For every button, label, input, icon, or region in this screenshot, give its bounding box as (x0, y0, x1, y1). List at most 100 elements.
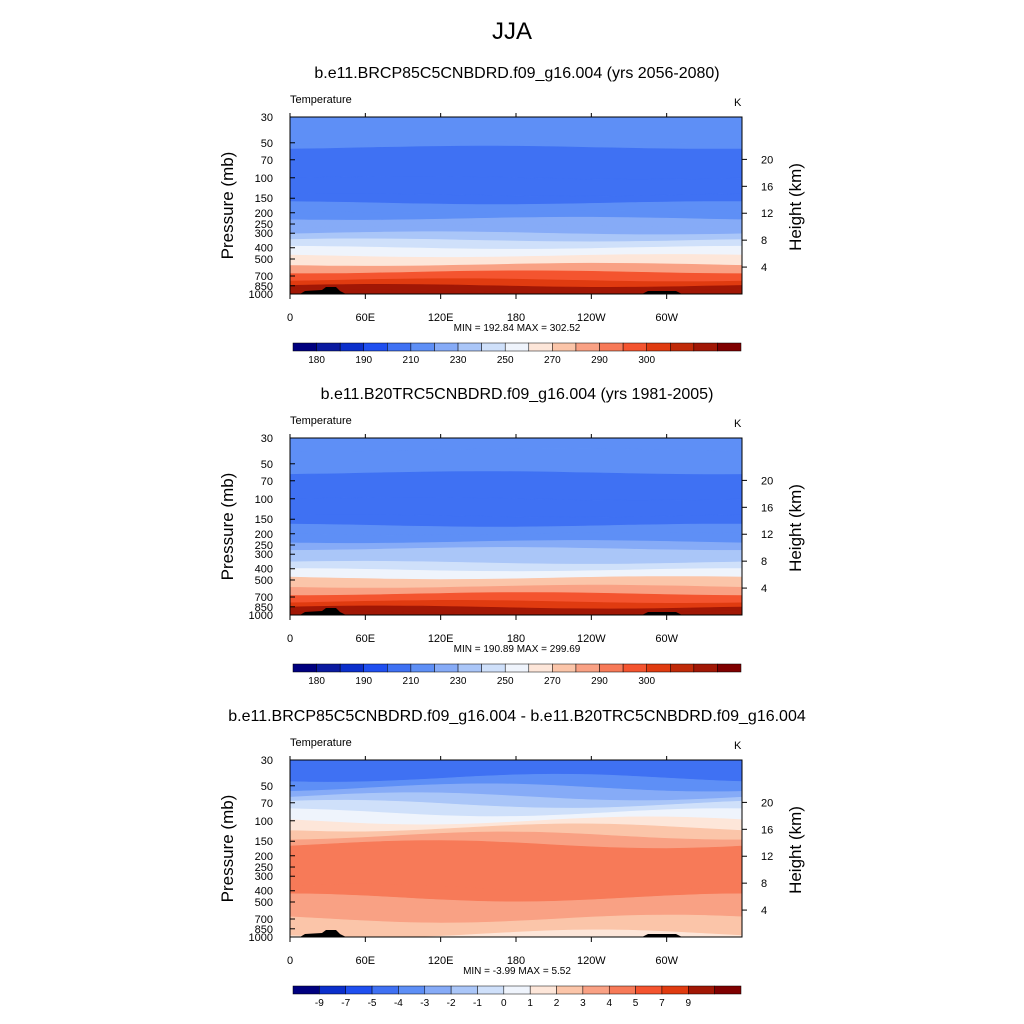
units-label: K (734, 740, 742, 752)
colorbar-label: 2 (554, 998, 560, 1009)
colorbar-label: 3 (580, 998, 586, 1009)
height-tick-label: 16 (761, 502, 773, 514)
contour-fill (290, 438, 742, 615)
x-tick-label: 0 (287, 312, 293, 324)
colorbar-label: 300 (638, 676, 655, 687)
colorbar-box (398, 985, 426, 995)
colorbar-box (434, 342, 459, 352)
colorbar-box (688, 985, 715, 995)
y-tick-label: 850 (255, 924, 273, 936)
x-tick-label: 60W (655, 955, 678, 967)
min-max-stats: MIN = 190.89 MAX = 299.69 (454, 644, 581, 655)
colorbar-box (292, 663, 317, 673)
topography (300, 608, 346, 615)
y-tick-label: 250 (255, 540, 273, 552)
colorbar-box (503, 985, 531, 995)
x-tick-label: 120E (428, 955, 454, 967)
colorbar-box (339, 663, 364, 673)
colorbar-box (575, 663, 600, 673)
y-axis-label: Pressure (mb) (218, 795, 237, 903)
y-tick-label: 250 (255, 219, 273, 231)
right-axis-label: Height (km) (786, 806, 805, 894)
colorbar-label: 190 (355, 676, 372, 687)
colorbar-label: 250 (497, 676, 514, 687)
height-tick-label: 8 (761, 878, 767, 890)
y-tick-label: 70 (261, 476, 273, 488)
y-tick-label: 150 (255, 836, 273, 848)
panel-title: b.e11.B20TRC5CNBDRD.f09_g16.004 (yrs 198… (321, 386, 714, 403)
height-tick-label: 12 (761, 208, 773, 220)
colorbar-box (345, 985, 373, 995)
height-tick-label: 20 (761, 475, 773, 487)
colorbar-box (646, 663, 671, 673)
y-tick-label: 500 (255, 897, 273, 909)
colorbar-label: -7 (341, 998, 350, 1009)
y-tick-label: 100 (255, 494, 273, 506)
main-title: JJA (491, 18, 532, 45)
x-tick-label: 180 (507, 955, 525, 967)
variable-label: Temperature (290, 415, 352, 427)
y-tick-label: 30 (261, 433, 273, 445)
y-tick-label: 400 (255, 886, 273, 898)
colorbar: 180 190 210 230 250 270 290 300 (292, 342, 742, 366)
y-tick-label: 850 (255, 602, 273, 614)
height-tick-label: 4 (761, 905, 767, 917)
x-tick-label: 180 (507, 312, 525, 324)
colorbar-box (670, 342, 695, 352)
y-tick-label: 700 (255, 914, 273, 926)
right-axis-label: Height (km) (786, 484, 805, 572)
colorbar-box (387, 663, 412, 673)
y-tick-label: 150 (255, 514, 273, 526)
colorbar-box (717, 663, 742, 673)
units-label: K (734, 97, 742, 109)
colorbar-box (693, 663, 718, 673)
colorbar-label: 4 (606, 998, 612, 1009)
y-tick-label: 30 (261, 112, 273, 124)
y-tick-label: 300 (255, 228, 273, 240)
colorbar-box (371, 985, 399, 995)
colorbar: 180 190 210 230 250 270 290 300 (292, 663, 742, 687)
colorbar: -9 -7 -5 -4 -3 -2 -1 0 1 2 3 4 5 7 9 (292, 985, 742, 1009)
colorbar-label: 7 (659, 998, 665, 1009)
panel-3: b.e11.BRCP85C5CNBDRD.f09_g16.004 - b.e11… (218, 708, 806, 1009)
colorbar-label: 290 (591, 676, 608, 687)
y-tick-label: 30 (261, 755, 273, 767)
panel-1: b.e11.BRCP85C5CNBDRD.f09_g16.004 (yrs 20… (218, 65, 805, 366)
x-tick-label: 60E (356, 312, 376, 324)
colorbar-box (714, 985, 742, 995)
colorbar-label: 210 (403, 676, 420, 687)
y-tick-label: 850 (255, 281, 273, 293)
colorbar-box (552, 342, 577, 352)
colorbar-box (477, 985, 505, 995)
y-axis-label: Pressure (mb) (218, 473, 237, 581)
topography (300, 287, 346, 294)
colorbar-box (529, 985, 557, 995)
colorbar-box (622, 342, 647, 352)
y-tick-label: 500 (255, 254, 273, 266)
colorbar-label: 250 (497, 355, 514, 366)
colorbar-box (661, 985, 689, 995)
height-tick-label: 12 (761, 529, 773, 541)
contour-band (290, 145, 742, 180)
y-tick-label: 400 (255, 564, 273, 576)
colorbar-box (319, 985, 346, 995)
x-tick-label: 120W (577, 955, 606, 967)
colorbar-label: 270 (544, 676, 561, 687)
x-tick-label: 60E (356, 633, 376, 645)
y-tick-label: 100 (255, 173, 273, 185)
y-tick-label: 300 (255, 871, 273, 883)
colorbar-box (481, 663, 506, 673)
colorbar-box (292, 342, 317, 352)
colorbar-box (693, 342, 718, 352)
right-axis-label: Height (km) (786, 163, 805, 251)
colorbar-box (387, 342, 412, 352)
colorbar-box (316, 342, 341, 352)
colorbar-box (670, 663, 695, 673)
y-tick-label: 250 (255, 862, 273, 874)
panel-title: b.e11.BRCP85C5CNBDRD.f09_g16.004 - b.e11… (228, 708, 806, 725)
y-tick-label: 200 (255, 529, 273, 541)
colorbar-label: 180 (308, 355, 325, 366)
topography (642, 291, 682, 294)
colorbar-label: -5 (368, 998, 377, 1009)
colorbar-box (410, 663, 435, 673)
